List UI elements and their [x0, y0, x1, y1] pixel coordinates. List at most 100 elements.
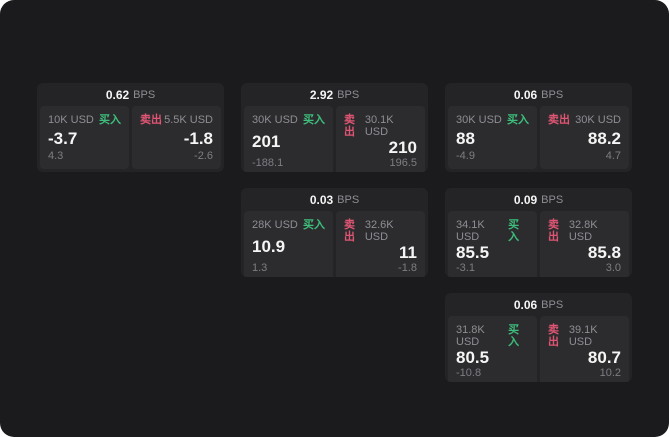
- card-header: 0.62 BPS: [37, 83, 224, 106]
- buy-quote-panel[interactable]: 30K USD 买入 201 -188.1: [244, 106, 333, 172]
- buy-volume: 28K USD: [252, 219, 298, 231]
- sell-volume: 39.1K USD: [568, 324, 598, 348]
- sell-price: 80.7: [587, 348, 621, 367]
- sell-quote-panel[interactable]: 卖出 32.6K USD 11 -1.8: [336, 211, 425, 277]
- buy-side-label: 买入: [303, 114, 325, 126]
- card-body: 34.1K USD 买入 85.5 -3.1 卖出 32.8K USD 85.8…: [445, 211, 632, 277]
- buy-volume: 31.8K USD: [456, 324, 485, 348]
- buy-panel-top: 31.8K USD 买入: [456, 324, 529, 348]
- buy-price: 201: [252, 132, 281, 151]
- sell-price: 11: [399, 243, 417, 262]
- sell-quote-panel[interactable]: 卖出 30K USD 88.2 4.7: [540, 106, 629, 169]
- sell-quote-panel[interactable]: 卖出 32.8K USD 85.8 3.0: [540, 211, 629, 277]
- buy-volume: 30K USD: [456, 114, 502, 126]
- sell-delta: 4.7: [605, 150, 621, 162]
- bps-value: 2.92: [309, 87, 334, 102]
- card-header: 0.06 BPS: [445, 293, 632, 316]
- sell-delta: 3.0: [605, 262, 621, 274]
- sell-side-label: 卖出: [344, 219, 355, 243]
- buy-price: 80.5: [456, 348, 490, 367]
- buy-price: 88: [456, 128, 475, 148]
- bps-value: 0.09: [513, 192, 538, 207]
- sell-price: 88.2: [587, 128, 621, 148]
- buy-side-label: 买入: [508, 324, 520, 348]
- sell-quote-panel[interactable]: 卖出 39.1K USD 80.7 10.2: [540, 316, 629, 382]
- bps-suffix-label: BPS: [337, 193, 360, 206]
- buy-quote-panel[interactable]: 34.1K USD 买入 85.5 -3.1: [448, 211, 537, 277]
- sell-volume: 32.8K USD: [568, 219, 598, 243]
- buy-panel-top: 30K USD 买入: [252, 114, 325, 126]
- quote-card: 0.06 BPS 31.8K USD 买入 80.5 -10.8 卖出 39.1…: [445, 293, 632, 382]
- buy-quote-panel[interactable]: 28K USD 买入 10.9 1.3: [244, 211, 333, 277]
- bps-value: 0.62: [105, 87, 130, 102]
- sell-quote-panel[interactable]: 卖出 5.5K USD -1.8 -2.6: [132, 106, 221, 169]
- buy-panel-top: 30K USD 买入: [456, 114, 529, 126]
- card-header: 0.09 BPS: [445, 188, 632, 211]
- sell-price: 85.8: [587, 243, 621, 262]
- bps-value: 0.03: [309, 192, 334, 207]
- buy-delta: -3.1: [456, 262, 475, 274]
- bps-suffix-label: BPS: [337, 88, 360, 101]
- buy-side-label: 买入: [507, 114, 529, 126]
- buy-panel-top: 28K USD 买入: [252, 219, 325, 231]
- buy-delta: -188.1: [252, 157, 284, 169]
- quote-card: 0.03 BPS 28K USD 买入 10.9 1.3 卖出 32.6K US…: [241, 188, 428, 277]
- sell-side-label: 卖出: [548, 114, 570, 126]
- buy-quote-panel[interactable]: 30K USD 买入 88 -4.9: [448, 106, 537, 169]
- buy-delta: 4.3: [48, 150, 64, 162]
- sell-panel-top: 卖出 5.5K USD: [140, 114, 213, 126]
- buy-volume: 10K USD: [48, 114, 94, 126]
- card-header: 2.92 BPS: [241, 83, 428, 106]
- card-body: 30K USD 买入 201 -188.1 卖出 30.1K USD 210 1…: [241, 106, 428, 172]
- buy-quote-panel[interactable]: 10K USD 买入 -3.7 4.3: [40, 106, 129, 169]
- buy-panel-top: 34.1K USD 买入: [456, 219, 529, 243]
- buy-side-label: 买入: [99, 114, 121, 126]
- sell-volume: 30K USD: [575, 114, 621, 126]
- sell-price: 210: [388, 138, 417, 157]
- quote-card: 0.62 BPS 10K USD 买入 -3.7 4.3 卖出 5.5K USD…: [37, 83, 224, 172]
- sell-panel-top: 卖出 30.1K USD: [344, 114, 417, 138]
- sell-volume: 5.5K USD: [164, 114, 213, 126]
- sell-volume: 30.1K USD: [364, 114, 394, 138]
- sell-panel-top: 卖出 39.1K USD: [548, 324, 621, 348]
- card-body: 30K USD 买入 88 -4.9 卖出 30K USD 88.2 4.7: [445, 106, 632, 172]
- sell-side-label: 卖出: [140, 114, 162, 126]
- sell-side-label: 卖出: [548, 324, 559, 348]
- bps-suffix-label: BPS: [541, 193, 564, 206]
- sell-delta: 10.2: [599, 367, 621, 379]
- buy-side-label: 买入: [508, 219, 520, 243]
- sell-side-label: 卖出: [548, 219, 559, 243]
- card-header: 0.06 BPS: [445, 83, 632, 106]
- buy-delta: -4.9: [456, 150, 475, 162]
- buy-price: 85.5: [456, 243, 490, 262]
- quote-card: 0.06 BPS 30K USD 买入 88 -4.9 卖出 30K USD 8…: [445, 83, 632, 172]
- cards-grid: 0.62 BPS 10K USD 买入 -3.7 4.3 卖出 5.5K USD…: [37, 83, 632, 382]
- sell-quote-panel[interactable]: 卖出 30.1K USD 210 196.5: [336, 106, 425, 172]
- sell-delta: -1.8: [398, 262, 417, 274]
- bps-value: 0.06: [513, 87, 538, 102]
- bps-value: 0.06: [513, 297, 538, 312]
- buy-quote-panel[interactable]: 31.8K USD 买入 80.5 -10.8: [448, 316, 537, 382]
- bps-suffix-label: BPS: [133, 88, 156, 101]
- bps-suffix-label: BPS: [541, 298, 564, 311]
- sell-delta: 196.5: [389, 157, 417, 169]
- buy-volume: 30K USD: [252, 114, 298, 126]
- quote-card: 0.09 BPS 34.1K USD 买入 85.5 -3.1 卖出 32.8K…: [445, 188, 632, 277]
- sell-side-label: 卖出: [344, 114, 355, 138]
- buy-side-label: 买入: [303, 219, 325, 231]
- sell-volume: 32.6K USD: [364, 219, 394, 243]
- buy-panel-top: 10K USD 买入: [48, 114, 121, 126]
- card-body: 28K USD 买入 10.9 1.3 卖出 32.6K USD 11 -1.8: [241, 211, 428, 277]
- buy-delta: -10.8: [456, 367, 482, 379]
- card-header: 0.03 BPS: [241, 188, 428, 211]
- card-body: 10K USD 买入 -3.7 4.3 卖出 5.5K USD -1.8 -2.…: [37, 106, 224, 172]
- sell-panel-top: 卖出 32.8K USD: [548, 219, 621, 243]
- sell-delta: -2.6: [194, 150, 213, 162]
- bps-suffix-label: BPS: [541, 88, 564, 101]
- sell-panel-top: 卖出 30K USD: [548, 114, 621, 126]
- buy-price: -3.7: [48, 128, 78, 148]
- card-body: 31.8K USD 买入 80.5 -10.8 卖出 39.1K USD 80.…: [445, 316, 632, 382]
- quote-card: 2.92 BPS 30K USD 买入 201 -188.1 卖出 30.1K …: [241, 83, 428, 172]
- buy-delta: 1.3: [252, 262, 268, 274]
